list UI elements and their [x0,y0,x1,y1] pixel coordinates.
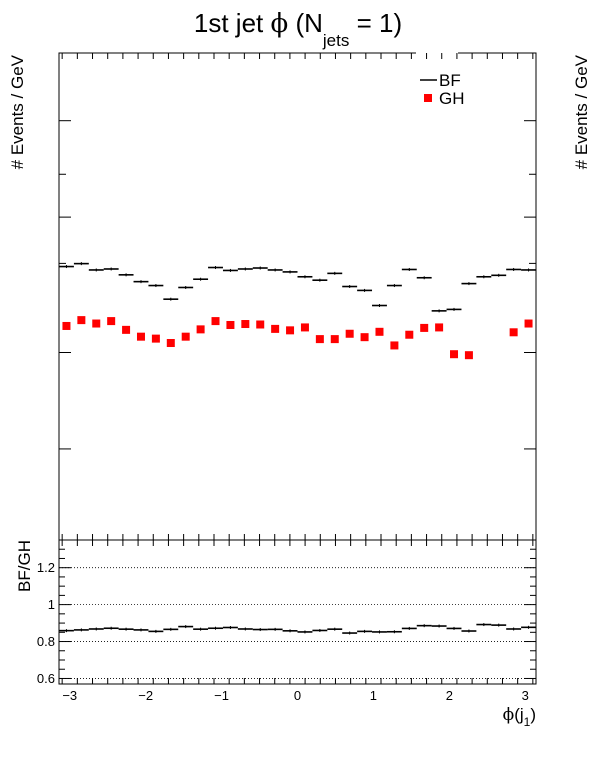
gh-point [315,335,324,344]
chart-title: 1st jet ϕ (Njets = 1) [194,8,402,50]
gh-point [524,319,533,328]
gh-point [181,332,190,341]
main-x-ticks [61,53,534,540]
x-tick-label: −3 [62,688,77,703]
gh-point [271,324,280,333]
gh-point [345,329,354,338]
gh-point [405,330,414,339]
ratio-y-tick-label: 1.2 [37,560,55,575]
ratio-y-tick-label: 0.8 [37,634,55,649]
series-gh [62,316,533,360]
gh-point [211,317,220,326]
gh-point [166,339,175,348]
gh-point [420,323,429,332]
x-tick-label: 3 [522,688,529,703]
gh-point [226,320,235,329]
title-suffix: = 1) [349,8,402,38]
legend-box [416,48,458,58]
x-tick-label: −1 [214,688,229,703]
gh-point [241,320,250,329]
ratio-y-ticks: 0.6 0.8 1 1.2 [37,548,536,686]
gh-point [77,316,86,325]
legend-marker-gh [424,94,432,102]
legend: BF GH [420,71,465,108]
ratio-plot-frame [58,539,537,685]
ratio-y-tick-label: 0.6 [37,671,55,686]
main-y-ticks [59,120,536,450]
gh-point [136,332,145,341]
y-axis-label-ratio: BF/GH [15,540,34,592]
x-label-close: ) [530,705,536,724]
gh-point [450,350,459,359]
legend-label-gh: GH [439,89,465,108]
gh-point [330,335,339,344]
legend-label-bf: BF [439,71,461,90]
ratio-panel: 0.6 0.8 1 1.2 −3 −2 −1 0 1 2 3 [37,539,537,703]
gh-point [300,323,309,332]
y-axis-label-main: # Events / GeV [8,54,27,169]
x-tick-label: −2 [138,688,153,703]
x-label-subscript: 1 [524,715,531,729]
x-tick-label: 1 [370,688,377,703]
gh-point [464,351,473,360]
title-phi: ϕ [270,9,288,39]
x-label-phi: ϕ [503,705,515,725]
gh-point [509,328,518,337]
gh-point [360,333,369,342]
ratio-y-tick-label: 1 [48,597,55,612]
title-prefix: 1st jet [194,8,271,38]
title-paren-open: (N [288,8,323,38]
ratio-x-ticks: −3 −2 −1 0 1 2 3 [61,540,534,703]
gh-point [256,320,265,329]
x-tick-label: 2 [446,688,453,703]
gh-point [62,321,71,330]
gh-point [151,334,160,343]
x-label-open: (j [514,705,523,724]
gh-point [286,326,295,335]
title-subscript: jets [322,31,349,50]
gh-point [122,325,131,334]
x-tick-label: 0 [294,688,301,703]
gh-point [390,341,399,350]
gh-point [92,319,101,328]
x-axis-label: ϕ(j1) [503,705,536,729]
gh-point [107,317,116,326]
series-bf [59,262,536,313]
series-ratio [59,623,536,635]
gh-point [375,327,384,336]
y-axis-label-right: # Events / GeV [572,54,591,169]
gh-point [196,325,205,334]
gh-point [435,323,444,332]
